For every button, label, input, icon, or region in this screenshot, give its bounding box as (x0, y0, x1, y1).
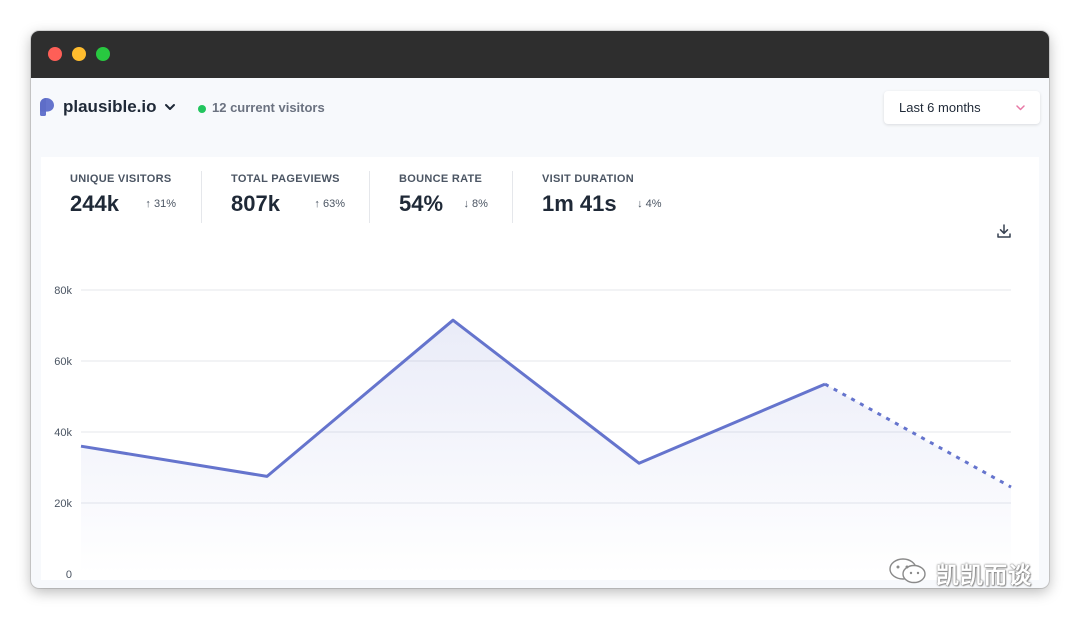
stat-value: 807k (231, 191, 280, 216)
stat-value: 54% (399, 191, 444, 216)
stat-divider (369, 171, 370, 223)
main-graph-card: UNIQUE VISITORS 244k ↑ 31% TOTAL PAGEVIE… (41, 157, 1039, 580)
y-tick-label: 60k (54, 356, 72, 368)
stat-unique-visitors[interactable]: UNIQUE VISITORS 244k ↑ 31% (70, 173, 176, 217)
stat-label: VISIT DURATION (542, 173, 634, 185)
live-dot-icon (198, 105, 206, 113)
stat-change: ↑ 63% (314, 198, 345, 210)
stat-change: ↑ 31% (145, 198, 176, 210)
chevron-down-icon (1016, 105, 1025, 111)
close-window-button[interactable] (48, 47, 62, 61)
period-dropdown[interactable]: Last 6 months (884, 91, 1040, 124)
stat-total-pageviews[interactable]: TOTAL PAGEVIEWS 807k ↑ 63% (231, 173, 345, 217)
stat-label: UNIQUE VISITORS (70, 173, 172, 185)
download-icon[interactable] (996, 223, 1012, 239)
y-tick-label: 20k (54, 498, 72, 510)
title-bar (31, 31, 1049, 78)
minimize-window-button[interactable] (72, 47, 86, 61)
current-visitors-link[interactable]: 12 current visitors (212, 100, 325, 115)
y-tick-label: 40k (54, 427, 72, 439)
stat-divider (512, 171, 513, 223)
stat-change: ↓ 4% (637, 198, 662, 210)
stat-value: 1m 41s (542, 191, 617, 216)
browser-window: plausible.io 12 current visitors Last 6 … (31, 31, 1049, 588)
y-tick-label: 80k (54, 285, 72, 297)
plausible-logo-icon (40, 98, 54, 116)
visitors-line-chart: 020k40k60k80kAugustSeptemberOctoberNovem… (54, 285, 1012, 580)
stat-visit-duration[interactable]: VISIT DURATION 1m 41s ↓ 4% (542, 173, 662, 217)
period-label: Last 6 months (899, 100, 981, 115)
stat-label: TOTAL PAGEVIEWS (231, 173, 340, 185)
stat-change: ↓ 8% (463, 198, 488, 210)
stat-divider (201, 171, 202, 223)
watermark-text: 凯凯而谈 (936, 563, 1032, 589)
stat-bounce-rate[interactable]: BOUNCE RATE 54% ↓ 8% (399, 173, 488, 217)
area-fill (81, 320, 1011, 574)
site-name[interactable]: plausible.io (63, 97, 157, 116)
wechat-icon (889, 558, 926, 584)
maximize-window-button[interactable] (96, 47, 110, 61)
stat-label: BOUNCE RATE (399, 173, 483, 185)
y-tick-label: 0 (66, 569, 72, 580)
chevron-down-icon[interactable] (164, 101, 176, 113)
site-header: plausible.io 12 current visitors Last 6 … (31, 78, 1049, 158)
stat-value: 244k (70, 191, 119, 216)
